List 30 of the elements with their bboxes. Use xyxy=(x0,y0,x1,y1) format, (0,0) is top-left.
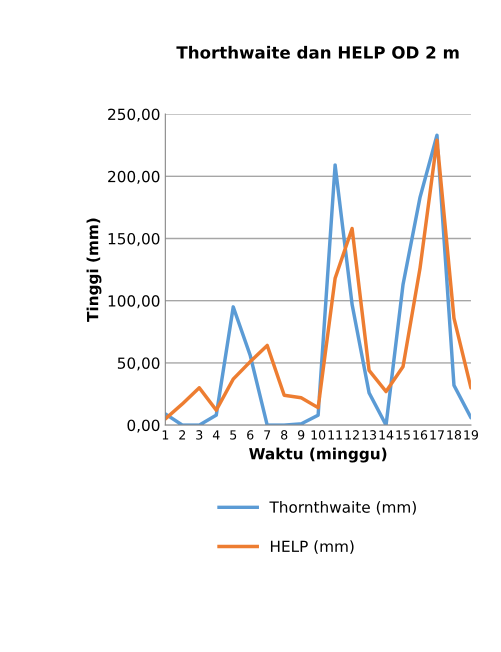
x-tick-label: 13 xyxy=(362,430,376,440)
y-tick-label: 200,00 xyxy=(108,170,160,184)
x-tick-label: 5 xyxy=(230,430,236,440)
x-axis-title: Waktu (minggu) xyxy=(249,448,386,463)
y-tick-label: 0,00 xyxy=(127,420,160,433)
x-tick-label: 10 xyxy=(312,430,326,440)
y-tick-label: 150,00 xyxy=(108,232,160,246)
x-tick-label: 8 xyxy=(281,430,288,440)
chart-title: Thorthwaite dan HELP OD 2 m xyxy=(176,46,459,59)
y-tick-label: 100,00 xyxy=(108,295,160,308)
x-tick-label: 19 xyxy=(464,430,478,440)
x-tick-label: 3 xyxy=(196,430,202,440)
legend-label: HELP (mm) xyxy=(270,540,354,554)
x-tick-label: 6 xyxy=(247,430,254,440)
y-axis-title: Tinggi (mm) xyxy=(86,218,102,322)
legend-label: Thornthwaite (mm) xyxy=(269,501,416,515)
x-tick-label: 18 xyxy=(447,430,462,440)
x-tick-label: 2 xyxy=(179,430,186,440)
x-tick-label: 16 xyxy=(413,430,428,440)
x-tick-label: 12 xyxy=(346,430,359,440)
x-tick-label: 9 xyxy=(298,430,304,440)
y-tick-label: 250,00 xyxy=(108,108,160,122)
x-tick-label: 4 xyxy=(212,430,220,440)
x-tick-label: 17 xyxy=(430,430,444,440)
x-tick-label: 15 xyxy=(396,430,410,440)
x-tick-label: 14 xyxy=(379,430,394,440)
x-tick-label: 1 xyxy=(162,430,168,440)
x-tick-label: 11 xyxy=(328,430,342,440)
x-tick-label: 7 xyxy=(264,430,270,440)
y-tick-label: 50,00 xyxy=(118,357,160,370)
